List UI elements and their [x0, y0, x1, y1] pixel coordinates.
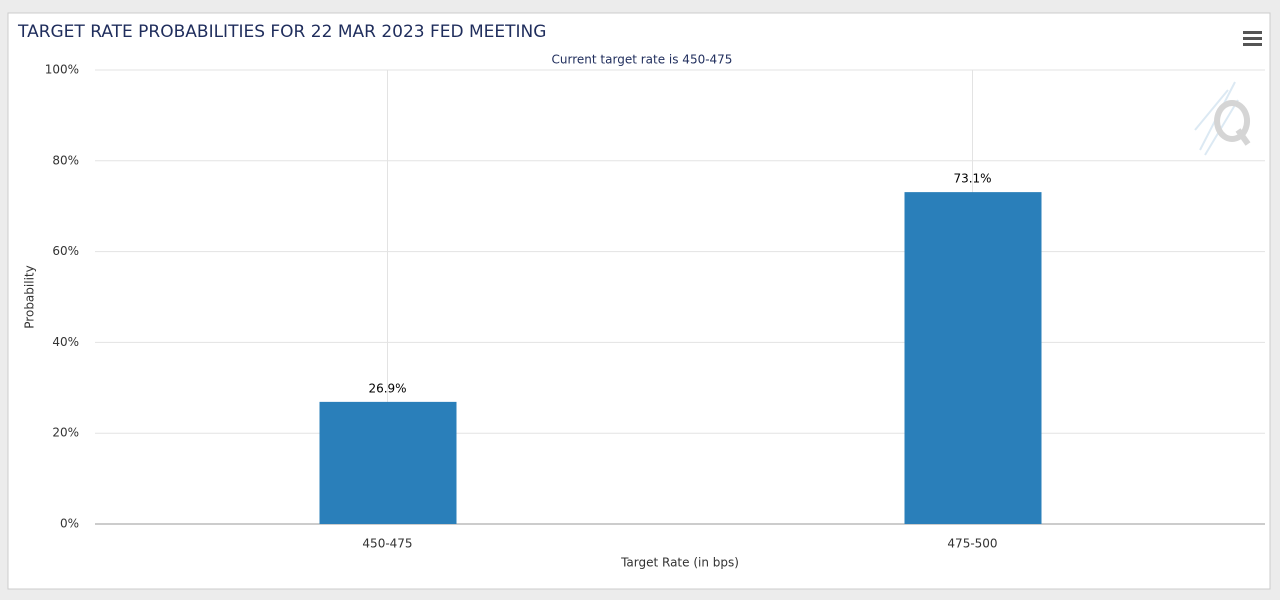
logo-lines	[1194, 81, 1239, 156]
value-label: 26.9%	[368, 381, 406, 395]
y-tick-label: 100%	[45, 63, 79, 77]
chart-panel	[7, 12, 1271, 590]
y-tick-label: 80%	[52, 153, 79, 167]
y-tick-label: 0%	[60, 517, 79, 531]
value-label: 73.1%	[953, 172, 991, 186]
logo-q	[1214, 100, 1251, 146]
bar	[904, 192, 1042, 524]
bar	[319, 401, 457, 524]
chart-subtitle: Current target rate is 450-475	[552, 53, 733, 67]
y-tick-label: 40%	[52, 335, 79, 349]
menu-bar	[1243, 31, 1262, 34]
chart-title: TARGET RATE PROBABILITIES FOR 22 MAR 202…	[17, 22, 546, 42]
watermark-logo	[1194, 81, 1251, 156]
x-axis-title: Target Rate (in bps)	[620, 556, 739, 570]
x-tick-label: 450-475	[362, 537, 412, 551]
y-tick-label: 60%	[52, 244, 79, 258]
y-axis-title: Probability	[23, 265, 37, 328]
menu-button[interactable]	[1243, 31, 1262, 46]
y-tick-label: 20%	[52, 426, 79, 440]
menu-bar	[1243, 43, 1262, 46]
menu-bar	[1243, 37, 1262, 40]
x-tick-label: 475-500	[947, 537, 997, 551]
